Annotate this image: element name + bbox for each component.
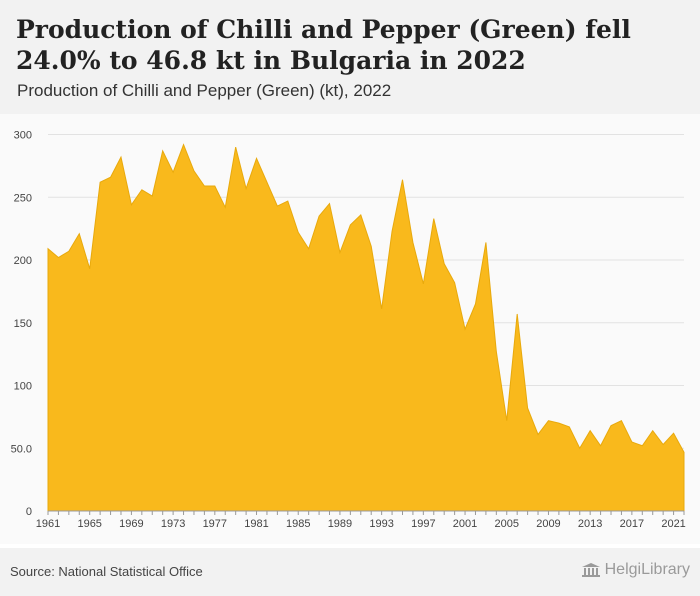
x-tick-label: 2021 (661, 518, 685, 530)
footer: Source: National Statistical Office Helg… (0, 548, 700, 596)
chart-area: 0 50.0 100 150 200 250 300 1961 1965 1969 1973 1977… (0, 114, 700, 544)
header: Production of Chilli and Pepper (Green) … (0, 0, 700, 114)
x-tick-label: 1965 (77, 518, 101, 530)
x-tick-label: 2013 (578, 518, 602, 530)
x-tick-label: 2001 (453, 518, 477, 530)
library-building-icon (581, 563, 600, 577)
x-tick-label: 1993 (369, 518, 393, 530)
y-tick-label: 150 (14, 318, 32, 330)
x-tick-label: 1989 (328, 518, 352, 530)
area-series (47, 143, 685, 512)
y-tick-label: 250 (14, 192, 32, 204)
source-note: Source: National Statistical Office (10, 564, 203, 579)
chart-subtitle: Production of Chilli and Pepper (Green) … (17, 81, 392, 100)
x-tick-label: 2017 (620, 518, 644, 530)
x-tick-label: 1997 (411, 518, 435, 530)
x-tick-label: 1969 (119, 518, 143, 530)
area-chart: 0 50.0 100 150 200 250 300 1961 1965 1969 1973 1977… (11, 130, 686, 530)
x-tick-label: 1961 (36, 518, 60, 530)
brand-logo: HelgiLibrary (581, 561, 690, 579)
x-tick-label: 2005 (495, 518, 519, 530)
x-tick-label: 1985 (286, 518, 310, 530)
x-tick-label: 1977 (203, 518, 227, 530)
y-tick-label: 200 (14, 255, 32, 267)
y-tick-label: 50.0 (11, 443, 32, 455)
chart-title: Production of Chilli and Pepper (Green) … (16, 15, 631, 75)
x-tick-label: 1973 (161, 518, 185, 530)
brand-name: HelgiLibrary (604, 561, 690, 578)
y-tick-label: 100 (14, 381, 32, 393)
x-tick-label: 2009 (536, 518, 560, 530)
y-tick-label: 300 (14, 130, 32, 142)
x-tick-label: 1981 (244, 518, 268, 530)
y-tick-label: 0 (26, 506, 32, 518)
